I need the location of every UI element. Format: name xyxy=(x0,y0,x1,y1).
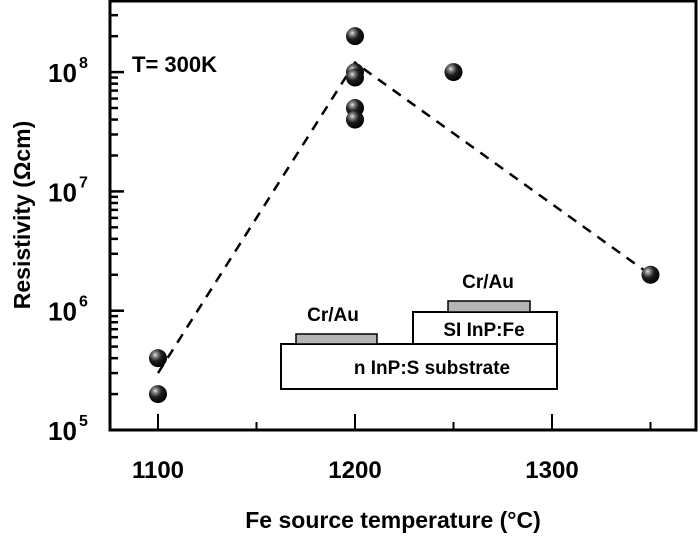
trend-line xyxy=(156,60,652,374)
x-tick-label: 1200 xyxy=(328,457,381,484)
device-inset: Cr/Au Cr/Au SI InP:Fe n InP:S substrate xyxy=(280,272,558,390)
right-contact xyxy=(447,300,531,313)
left-contact xyxy=(295,333,378,345)
y-axis-title: Resistivity (Ωcm) xyxy=(9,121,35,309)
substrate-label: n InP:S substrate xyxy=(354,358,510,379)
x-axis-ticks xyxy=(157,414,652,430)
data-point xyxy=(444,63,463,82)
right-contact-label: Cr/Au xyxy=(462,272,514,293)
x-tick-labels: 1100 1200 1300 xyxy=(132,457,579,484)
x-tick-label: 1300 xyxy=(525,457,578,484)
x-axis-title: Fe source temperature (°C) xyxy=(245,507,541,533)
y-tick-exponent: 6 xyxy=(79,294,88,311)
data-points xyxy=(149,27,660,404)
y-tick-label: 10 xyxy=(48,297,77,327)
data-point xyxy=(346,110,364,129)
data-point xyxy=(346,68,364,87)
data-point xyxy=(149,349,167,368)
y-tick-label: 10 xyxy=(48,416,77,446)
y-tick-exponent: 8 xyxy=(79,55,88,72)
left-contact-label: Cr/Au xyxy=(307,305,359,326)
y-tick-label: 10 xyxy=(48,58,77,88)
data-point xyxy=(149,385,167,404)
si-inp-fe-layer xyxy=(412,311,558,345)
data-point xyxy=(346,27,364,46)
y-tick-label: 10 xyxy=(48,177,77,207)
x-tick-label: 1100 xyxy=(132,457,184,484)
si-layer-label: SI InP:Fe xyxy=(443,320,524,341)
y-tick-exponent: 5 xyxy=(79,413,88,430)
y-tick-exponent: 7 xyxy=(79,174,88,191)
data-point xyxy=(641,265,660,284)
temperature-annotation: T= 300K xyxy=(132,52,217,77)
plot-frame xyxy=(108,0,698,432)
y-axis-ticks xyxy=(110,13,124,432)
